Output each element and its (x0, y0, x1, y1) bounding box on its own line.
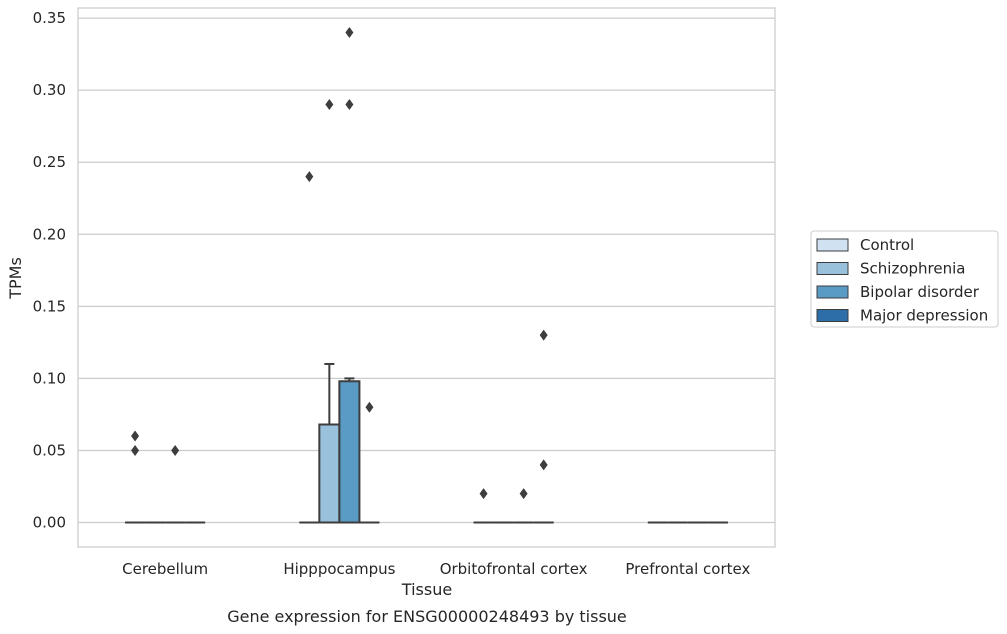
boxes (125, 362, 728, 524)
y-tick-label: 0.10 (33, 369, 66, 387)
outlier-point (171, 444, 180, 456)
y-tick-label: 0.20 (33, 225, 66, 243)
y-tick-label: 0.35 (33, 9, 66, 27)
outlier-point (539, 329, 548, 341)
box-iqr (338, 380, 361, 524)
x-tick-label: Prefrontal cortex (625, 560, 750, 578)
outlier-point (325, 99, 334, 111)
legend-label: Schizophrenia (860, 260, 965, 278)
y-axis-title: TPMs (6, 257, 25, 300)
x-axis-title: Tissue (401, 580, 452, 599)
figure-caption: Gene expression for ENSG00000248493 by t… (227, 607, 627, 626)
outlier-point (131, 444, 140, 456)
outlier-point (365, 401, 374, 413)
x-tick-label: Orbitofrontal cortex (440, 560, 588, 578)
plot-area-frame (77, 7, 776, 548)
y-tick-label: 0.05 (33, 441, 66, 459)
x-tick-label: Hipppocampus (283, 560, 395, 578)
box-schizophrenia (318, 362, 341, 524)
legend-label: Major depression (860, 307, 988, 325)
box-bipolar-disorder (338, 377, 361, 524)
outlier-point (479, 488, 488, 500)
box-iqr (318, 423, 341, 524)
outlier-point (539, 459, 548, 471)
y-axis-ticks: 0.00 0.05 0.10 0.15 0.20 0.25 0.30 0.35 (33, 9, 66, 531)
legend-label: Control (860, 236, 914, 254)
outlier-point (345, 27, 354, 38)
legend-swatch (816, 238, 849, 252)
y-tick-label: 0.15 (33, 297, 66, 315)
outlier-point (131, 430, 140, 442)
legend: Control Schizophrenia Bipolar disorder Majo… (810, 230, 999, 328)
outlier-point (305, 171, 314, 183)
legend-label: Bipolar disorder (860, 283, 980, 301)
outlier-point (519, 488, 528, 500)
x-tick-label: Cerebellum (122, 560, 208, 578)
outlier-point (345, 99, 354, 111)
y-tick-label: 0.30 (33, 81, 66, 99)
legend-frame (810, 230, 999, 328)
y-tick-label: 0.00 (33, 514, 66, 532)
legend-swatch (816, 309, 849, 322)
gridlines (78, 17, 775, 524)
legend-swatch (816, 262, 849, 275)
legend-swatch (816, 285, 849, 299)
outliers (131, 27, 548, 500)
x-axis-ticks: Cerebellum Hipppocampus Orbitofrontal cort… (122, 560, 750, 578)
y-tick-label: 0.25 (33, 153, 66, 171)
